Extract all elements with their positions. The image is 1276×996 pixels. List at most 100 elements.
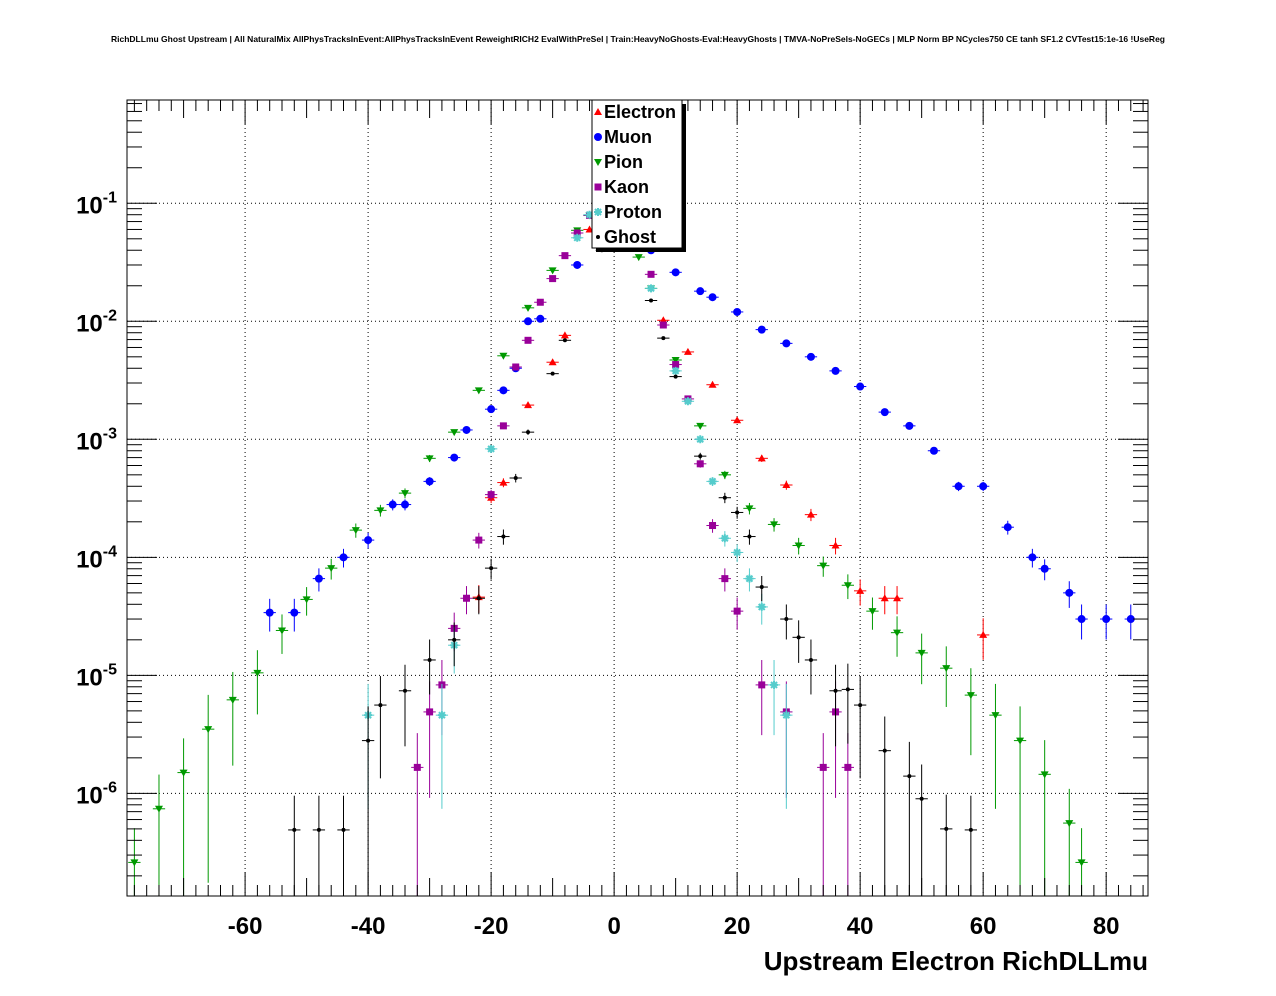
data-point <box>341 827 346 832</box>
data-point <box>1102 615 1111 624</box>
data-point <box>929 446 938 455</box>
data-point <box>487 405 496 414</box>
data-point <box>437 711 446 720</box>
x-tick-label: -60 <box>228 913 263 940</box>
data-point <box>513 476 518 481</box>
data-point <box>796 635 801 640</box>
data-point <box>831 541 840 549</box>
data-point <box>919 796 924 801</box>
data-point <box>1126 615 1135 624</box>
data-point <box>893 629 902 637</box>
legend-marker-pion <box>594 159 602 166</box>
y-tick-label: 10-5 <box>76 661 117 691</box>
data-point <box>499 478 508 486</box>
legend-label: Ghost <box>604 227 656 247</box>
data-point <box>204 726 213 734</box>
legend-marker-proton <box>594 208 602 216</box>
data-point <box>905 421 914 430</box>
data-point <box>671 366 680 375</box>
data-point <box>499 386 508 395</box>
data-point <box>722 495 727 500</box>
data-point <box>573 233 582 242</box>
data-point <box>499 422 507 430</box>
data-point <box>733 416 742 424</box>
data-point <box>806 352 815 361</box>
data-point <box>316 827 321 832</box>
data-point <box>696 287 705 296</box>
data-point <box>968 827 973 832</box>
data-point <box>733 607 741 615</box>
data-point <box>698 454 703 459</box>
data-point <box>560 331 569 339</box>
data-point <box>366 738 371 743</box>
data-point <box>403 688 408 693</box>
data-point <box>893 594 902 602</box>
data-point <box>1065 820 1074 828</box>
legend-marker-muon <box>594 133 602 141</box>
data-point <box>709 522 717 530</box>
data-point <box>696 460 704 468</box>
data-point <box>979 482 988 491</box>
x-tick-label: 80 <box>1093 913 1120 940</box>
data-point <box>673 374 678 379</box>
data-point <box>917 649 926 657</box>
data-point <box>548 267 557 275</box>
legend-label: Muon <box>604 127 652 147</box>
data-point <box>649 298 654 303</box>
data-point <box>475 536 483 544</box>
data-point <box>843 582 852 590</box>
x-tick-label: 20 <box>724 913 751 940</box>
chart-title: RichDLLmu Ghost Upstream | All NaturalMi… <box>111 34 1165 44</box>
data-point <box>954 482 963 491</box>
x-tick-label: -40 <box>351 913 386 940</box>
data-point <box>463 594 471 602</box>
data-point <box>720 471 729 479</box>
data-point <box>1003 523 1012 532</box>
data-point <box>833 688 838 693</box>
data-point <box>882 748 887 753</box>
data-point <box>487 491 495 499</box>
legend-label: Electron <box>604 102 676 122</box>
data-point <box>512 363 520 371</box>
data-point <box>1077 859 1086 867</box>
data-point <box>573 260 582 269</box>
x-tick-label: 60 <box>970 913 997 940</box>
data-point <box>277 627 286 635</box>
data-point <box>548 358 557 366</box>
data-point <box>757 454 766 462</box>
data-point <box>524 401 533 409</box>
data-point <box>942 665 951 673</box>
data-point <box>339 553 348 562</box>
data-point <box>364 536 373 545</box>
x-tick-label: 40 <box>847 913 874 940</box>
data-point <box>806 510 815 518</box>
data-point <box>757 325 766 334</box>
data-point <box>450 429 459 437</box>
series-proton <box>361 210 793 809</box>
data-points <box>128 190 1137 896</box>
legend-marker-ghost <box>596 235 600 239</box>
data-point <box>858 703 863 708</box>
data-point <box>708 380 717 388</box>
data-point <box>376 507 385 515</box>
data-point <box>794 542 803 550</box>
data-point <box>819 763 827 771</box>
data-point <box>427 657 432 662</box>
data-point <box>425 477 434 486</box>
data-point <box>1077 615 1086 624</box>
data-point <box>784 617 789 622</box>
data-point <box>327 565 336 573</box>
data-point <box>966 692 975 700</box>
data-point <box>671 268 680 277</box>
data-point <box>671 356 680 364</box>
legend-label: Pion <box>604 152 643 172</box>
legend-marker-electron <box>594 108 602 115</box>
legend-marker-kaon <box>594 183 602 191</box>
series-pion <box>128 200 1088 896</box>
data-point <box>179 769 188 777</box>
y-tick-label: 10-6 <box>76 779 117 809</box>
data-point <box>585 210 594 219</box>
data-point <box>991 712 1000 720</box>
data-point <box>476 596 481 601</box>
data-point <box>1065 588 1074 597</box>
